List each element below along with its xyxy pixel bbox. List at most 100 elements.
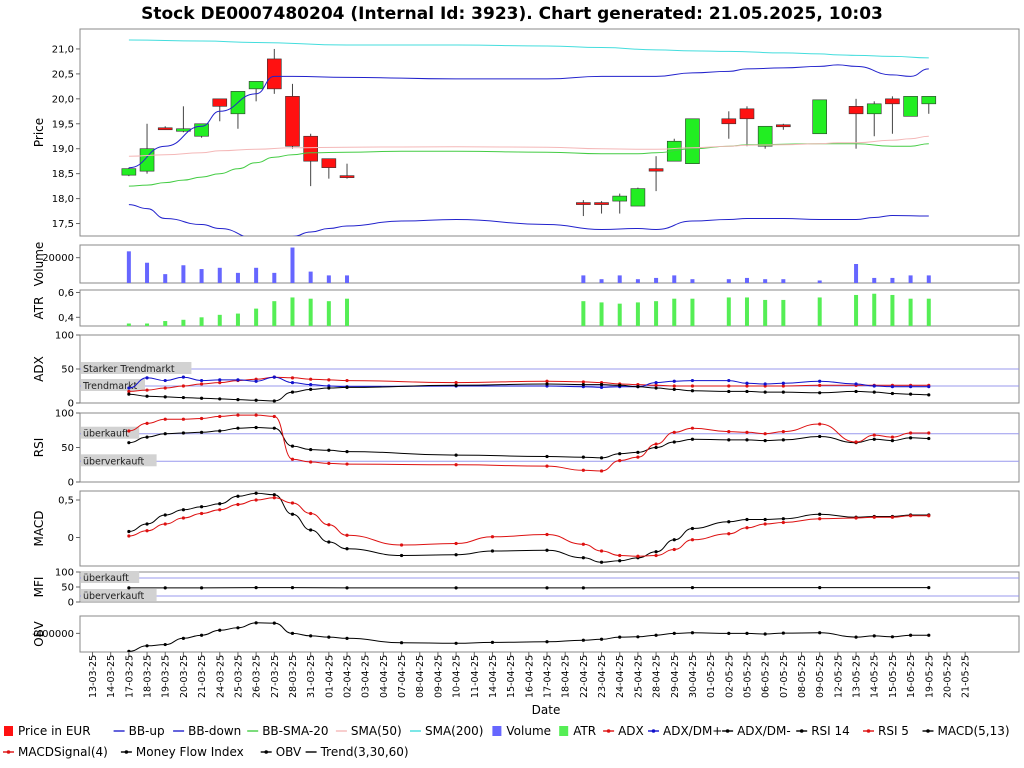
price-tick-label: 21,0 xyxy=(52,44,74,55)
obv-plot-area xyxy=(127,621,931,652)
date-tick-label: 17-04-25 xyxy=(543,655,554,698)
macd-5-13-point xyxy=(745,517,749,522)
candle xyxy=(866,101,882,137)
macdsignal-4-point xyxy=(327,523,331,527)
candle-body xyxy=(321,158,337,168)
money-flow-index-point xyxy=(163,586,167,590)
adx-dm-point xyxy=(854,382,858,386)
legend-swatch xyxy=(559,726,569,736)
mfi-tick-label: 100 xyxy=(55,568,74,579)
rsi-5-point xyxy=(599,469,604,473)
adx-point xyxy=(218,381,222,385)
macdsignal-4-point xyxy=(745,526,749,530)
macd-5-13-point xyxy=(199,505,204,509)
rsi-14-point xyxy=(254,425,258,430)
adx-tick-label: 100 xyxy=(55,331,74,342)
price-tick-label: 20,0 xyxy=(52,94,74,105)
atr-bar xyxy=(199,317,204,326)
candle xyxy=(685,118,700,164)
legend-item: Trend(3,30,60) xyxy=(305,745,409,759)
adx-point xyxy=(781,384,785,388)
adx-dm-point xyxy=(818,391,822,395)
date-tick-label: 27-03-25 xyxy=(270,655,281,698)
candle-body xyxy=(576,202,591,205)
adx-point xyxy=(127,389,131,394)
candle xyxy=(721,111,737,139)
date-tick-label: 31-03-25 xyxy=(306,655,317,698)
volume-bar xyxy=(272,272,277,283)
macd-5-13-point xyxy=(581,556,585,560)
bb-down-line xyxy=(128,204,929,236)
rsi-5-point xyxy=(290,457,295,461)
mfi-tick-label: 0 xyxy=(68,598,74,609)
adx-dm-point xyxy=(272,399,276,403)
rsi-y-label: RSI xyxy=(32,438,46,458)
adx-dm-point xyxy=(145,376,149,380)
legend-label: Volume xyxy=(506,724,551,738)
volume-bar xyxy=(126,251,131,283)
volume-bar xyxy=(217,267,222,283)
adx-dm-point xyxy=(309,387,313,391)
obv-point xyxy=(290,631,295,635)
macdsignal-4-point xyxy=(654,553,658,558)
macd-5-13-point xyxy=(181,508,185,512)
candle xyxy=(285,83,300,149)
obv-point xyxy=(218,628,222,632)
macd-5-13-point xyxy=(727,520,731,524)
atr-bar xyxy=(926,298,931,326)
macdsignal-4-point xyxy=(672,547,676,552)
adx-point xyxy=(727,384,731,388)
adx-dm-point xyxy=(781,390,785,394)
adx-dm-point xyxy=(218,397,222,401)
adx-dm-point xyxy=(181,375,185,379)
legend: Price in EUR BB-up BB-down BB-SMA-20 SMA(50)… xyxy=(3,724,1010,759)
candle-body xyxy=(812,99,828,135)
obv-point xyxy=(327,635,331,639)
rsi-panel: RSI 100 50 0 überkauft überverkauft xyxy=(32,409,1020,489)
atr-bar xyxy=(126,323,131,326)
macdsignal-4-point xyxy=(545,532,549,537)
obv-point xyxy=(818,631,822,635)
rsi-5-point xyxy=(163,417,167,421)
macd-panel: MACD 0,5 0 xyxy=(32,490,1020,567)
volume-bar xyxy=(235,272,240,283)
macd-5-13-point xyxy=(763,517,767,522)
adx-point xyxy=(545,379,549,383)
price-panel: Price 21,0 20,5 20,0 19,5 19,0 18,5 18,0 17,5 xyxy=(32,28,1020,237)
macdsignal-4-point xyxy=(781,520,785,525)
adx-dm-point xyxy=(672,379,676,383)
macd-5-13-point xyxy=(399,553,404,558)
candle xyxy=(121,167,137,177)
adx-dm-point xyxy=(763,382,767,386)
atr-bar xyxy=(781,299,786,326)
macd-5-13-point xyxy=(290,512,295,516)
rsi-5-point xyxy=(890,435,895,439)
rsi-14-point xyxy=(763,439,767,443)
obv-point xyxy=(181,636,185,640)
legend-item: BB-SMA-20 xyxy=(247,724,329,738)
atr-bar xyxy=(690,298,695,326)
rsi-5-point xyxy=(254,413,258,417)
obv-tick-label: -400000 xyxy=(32,629,74,640)
date-tick-label: 21-03-25 xyxy=(197,655,208,698)
adx-dm-point xyxy=(872,390,876,394)
rsi-tick-label: 0 xyxy=(68,478,74,489)
date-tick-label: 16-04-25 xyxy=(524,655,535,698)
rsi-14-point xyxy=(690,437,695,441)
macd-5-13-point xyxy=(236,494,240,498)
volume-bar xyxy=(308,271,313,283)
macd-5-13-point xyxy=(545,548,549,552)
obv-point xyxy=(927,633,931,637)
adx-dm-point xyxy=(254,379,258,383)
obv-point xyxy=(254,621,258,625)
atr-bar xyxy=(817,297,822,326)
rsi-14-point xyxy=(745,438,749,442)
volume-bar xyxy=(290,247,295,283)
adx-dm-point xyxy=(781,381,785,385)
adx-point xyxy=(309,377,313,381)
mfi-guide-label-bg xyxy=(81,571,140,583)
volume-bar xyxy=(326,275,331,283)
macd-5-13-point xyxy=(490,549,495,553)
legend-item: BB-down xyxy=(173,724,241,738)
date-tick-label: 04-04-25 xyxy=(379,655,390,698)
